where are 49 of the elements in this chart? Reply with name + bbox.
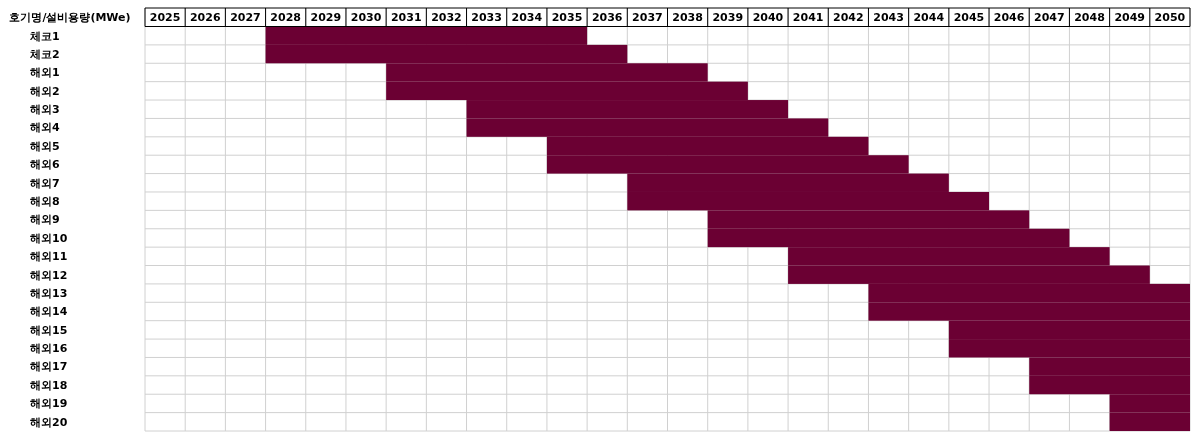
y-tick-label: 해외12: [30, 268, 68, 282]
x-tick-label: 2029: [310, 11, 342, 25]
y-tick-label: 해외17: [30, 360, 68, 374]
x-tick-label: 2032: [431, 11, 462, 25]
y-tick-label: 해외5: [30, 139, 60, 153]
x-tick-label: 2040: [752, 11, 784, 25]
y-tick-label: 해외13: [30, 286, 68, 300]
x-tick-label: 2036: [591, 11, 623, 25]
x-tick-label: 2050: [1154, 11, 1186, 25]
x-tick-label: 2045: [953, 11, 985, 25]
y-tick-label: 해외14: [30, 305, 68, 319]
x-tick-label: 2044: [913, 11, 945, 25]
x-tick-label: 2031: [390, 11, 422, 25]
y-tick-label: 해외1: [30, 66, 60, 80]
x-tick-label: 2025: [149, 11, 181, 25]
x-tick-label: 2027: [230, 11, 261, 25]
x-tick-label: 2048: [1074, 11, 1105, 25]
y-tick-label: 체코1: [29, 29, 60, 43]
x-tick-label: 2038: [672, 11, 703, 25]
y-tick-label: 해외9: [30, 213, 60, 227]
x-tick-label: 2042: [833, 11, 864, 25]
x-tick-label: 2047: [1034, 11, 1065, 25]
y-tick-label: 해외8: [30, 195, 60, 209]
x-tick-label: 2026: [189, 11, 221, 25]
x-tick-label: 2041: [792, 11, 824, 25]
y-tick-label: 해외10: [30, 231, 68, 245]
y-tick-label: 해외18: [30, 378, 68, 392]
y-tick-label: 해외6: [30, 158, 60, 172]
y-tick-label: 해외19: [30, 397, 68, 411]
y-tick-label: 해외16: [30, 342, 68, 356]
y-axis-title: 호기명/설비용량(MWe): [9, 11, 131, 25]
y-tick-label: 해외3: [30, 103, 60, 117]
x-tick-label: 2046: [993, 11, 1025, 25]
y-tick-label: 해외11: [30, 250, 68, 264]
y-tick-label: 해외15: [30, 323, 68, 337]
y-tick-label: 체코2: [29, 47, 60, 61]
y-tick-label: 해외20: [30, 415, 68, 429]
x-tick-label: 2028: [270, 11, 301, 25]
y-tick-label: 해외2: [30, 84, 60, 98]
x-tick-label: 2030: [350, 11, 382, 25]
x-tick-label: 2049: [1114, 11, 1146, 25]
x-tick-label: 2037: [632, 11, 663, 25]
x-tick-label: 2043: [873, 11, 904, 25]
x-tick-label: 2034: [511, 11, 543, 25]
x-tick-label: 2039: [712, 11, 744, 25]
x-tick-label: 2033: [471, 11, 502, 25]
x-tick-label: 2035: [551, 11, 583, 25]
y-tick-label: 해외4: [30, 121, 60, 135]
y-tick-label: 해외7: [30, 176, 60, 190]
